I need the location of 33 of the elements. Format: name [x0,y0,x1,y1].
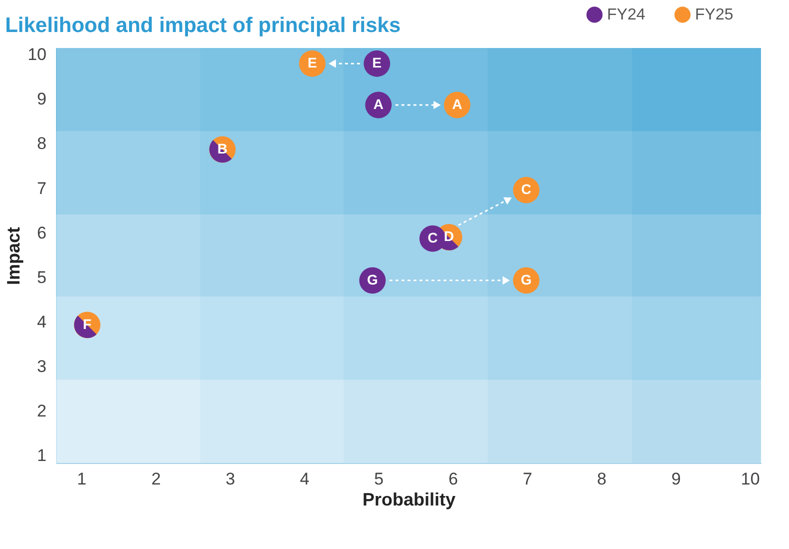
data-label: A [452,96,462,112]
y-axis-title: Impact [4,226,24,286]
x-tick-label: 5 [374,470,384,488]
data-label: E [308,54,317,71]
chart-title: Likelihood and impact of principal risks [5,14,401,37]
data-label: C [521,181,532,198]
data-label: G [367,271,378,288]
y-tick-label: 6 [37,223,46,242]
x-tick-label: 7 [522,470,532,488]
y-tick-label: 10 [28,45,46,64]
y-tick-label: 9 [37,90,46,109]
x-tick-label: 4 [300,470,310,488]
x-tick-label: 9 [671,470,681,488]
x-tick-label: 1 [77,470,86,488]
y-tick-label: 4 [37,312,46,332]
y-tick-label: 8 [37,134,46,154]
data-label: A [373,96,384,112]
x-tick-label: 3 [226,470,236,488]
data-label: E [372,54,382,71]
x-tick-label: 6 [448,470,458,488]
x-tick-label: 8 [597,470,607,488]
y-tick-label: 7 [37,178,46,198]
y-tick-label: 1 [37,446,46,465]
x-axis-title: Probability [362,490,456,510]
y-tick-label: 3 [37,356,46,376]
data-label: G [520,271,532,288]
data-label: C [428,230,438,246]
y-tick-label: 2 [37,401,46,420]
x-tick-label: 10 [740,470,760,488]
legend-label: FY24 [607,6,646,24]
y-tick-label: 5 [37,268,46,287]
legend-label: FY25 [695,6,734,24]
x-tick-label: 2 [151,470,161,488]
